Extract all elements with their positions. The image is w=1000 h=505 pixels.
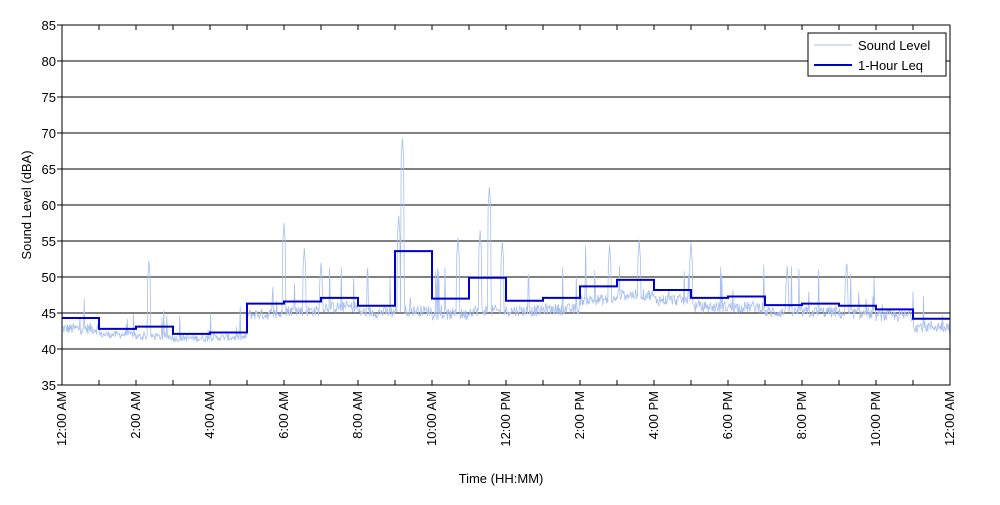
x-tick-label: 6:00 PM xyxy=(720,391,735,439)
x-tick-label: 2:00 AM xyxy=(128,391,143,439)
y-tick-label: 35 xyxy=(42,378,56,393)
y-tick-label: 85 xyxy=(42,18,56,33)
sound-level-line xyxy=(61,137,951,344)
x-tick-label: 4:00 PM xyxy=(646,391,661,439)
plot-frame xyxy=(61,24,951,386)
x-tick-label: 4:00 AM xyxy=(202,391,217,439)
y-axis-ticks: 35 40 45 50 55 60 65 70 75 80 85 xyxy=(42,18,62,393)
series-1-hour-leq xyxy=(62,250,950,335)
y-tick-label: 55 xyxy=(42,234,56,249)
y-tick-label: 80 xyxy=(42,54,56,69)
legend-label-1-hour-leq: 1-Hour Leq xyxy=(858,58,923,73)
legend-box xyxy=(807,32,947,77)
y-tick-label: 45 xyxy=(42,306,56,321)
x-tick-label: 8:00 PM xyxy=(794,391,809,439)
x-tick-label: 12:00 AM xyxy=(942,391,957,446)
y-tick-label: 75 xyxy=(42,90,56,105)
x-tick-label: 8:00 AM xyxy=(350,391,365,439)
y-tick-label: 60 xyxy=(42,198,56,213)
y-axis-label: Sound Level (dBA) xyxy=(19,150,34,259)
x-tick-label: 10:00 AM xyxy=(424,391,439,446)
series-sound-level xyxy=(61,137,951,344)
y-tick-label: 40 xyxy=(42,342,56,357)
legend-label-sound-level: Sound Level xyxy=(858,38,930,53)
x-tick-label: 6:00 AM xyxy=(276,391,291,439)
x-axis-ticks: 12:00 AM 2:00 AM 4:00 AM 6:00 AM 8:00 AM 10:0… xyxy=(54,25,957,447)
x-axis-label: Time (HH:MM) xyxy=(459,471,544,486)
x-tick-label: 12:00 PM xyxy=(498,391,513,447)
legend: Sound Level 1-Hour Leq xyxy=(807,32,947,77)
y-tick-label: 65 xyxy=(42,162,56,177)
y-tick-label: 50 xyxy=(42,270,56,285)
leq-step-line xyxy=(62,250,950,335)
x-tick-label: 12:00 AM xyxy=(54,391,69,446)
y-tick-label: 70 xyxy=(42,126,56,141)
x-tick-label: 2:00 PM xyxy=(572,391,587,439)
x-tick-label: 10:00 PM xyxy=(868,391,883,447)
